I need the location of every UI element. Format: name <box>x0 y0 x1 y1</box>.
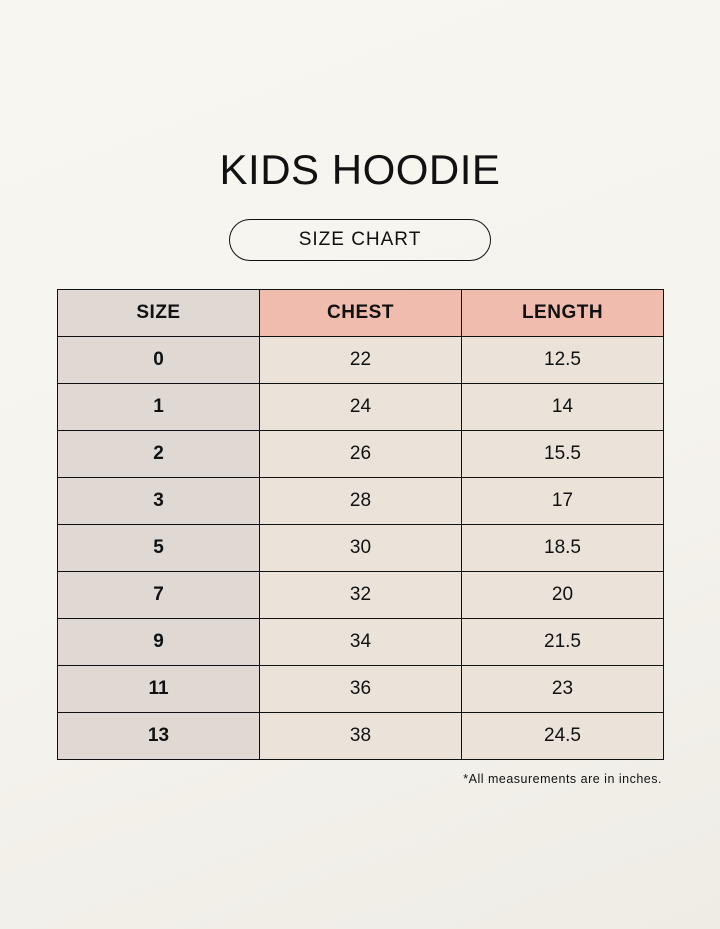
cell-length: 14 <box>461 383 664 431</box>
cell-length: 18.5 <box>461 524 664 572</box>
cell-length: 21.5 <box>461 618 664 666</box>
cell-size: 13 <box>57 712 260 760</box>
cell-chest: 22 <box>259 336 462 384</box>
cell-size: 0 <box>57 336 260 384</box>
cell-size: 9 <box>57 618 260 666</box>
cell-length: 15.5 <box>461 430 664 478</box>
table-row: 0 22 12.5 <box>57 336 664 384</box>
header-size: SIZE <box>57 289 260 337</box>
cell-chest: 32 <box>259 571 462 619</box>
cell-size: 1 <box>57 383 260 431</box>
cell-chest: 28 <box>259 477 462 525</box>
cell-chest: 38 <box>259 712 462 760</box>
cell-size: 5 <box>57 524 260 572</box>
table-row: 9 34 21.5 <box>57 618 664 666</box>
cell-size: 7 <box>57 571 260 619</box>
header-chest: CHEST <box>259 289 462 337</box>
table-row: 7 32 20 <box>57 571 664 619</box>
table-row: 2 26 15.5 <box>57 430 664 478</box>
table-header-row: SIZE CHEST LENGTH <box>57 289 664 337</box>
cell-length: 12.5 <box>461 336 664 384</box>
size-chart-table: SIZE CHEST LENGTH 0 22 12.5 1 24 14 2 26 15.5 3 28… <box>57 289 664 760</box>
size-chart-label: SIZE CHART <box>229 219 491 261</box>
cell-chest: 34 <box>259 618 462 666</box>
cell-chest: 26 <box>259 430 462 478</box>
cell-size: 2 <box>57 430 260 478</box>
table-row: 13 38 24.5 <box>57 712 664 760</box>
table-row: 11 36 23 <box>57 665 664 713</box>
cell-length: 17 <box>461 477 664 525</box>
cell-chest: 30 <box>259 524 462 572</box>
cell-length: 20 <box>461 571 664 619</box>
cell-chest: 24 <box>259 383 462 431</box>
table-row: 3 28 17 <box>57 477 664 525</box>
cell-size: 3 <box>57 477 260 525</box>
page-title: KIDS HOODIE <box>219 146 501 193</box>
header-length: LENGTH <box>461 289 664 337</box>
cell-size: 11 <box>57 665 260 713</box>
table-row: 1 24 14 <box>57 383 664 431</box>
cell-chest: 36 <box>259 665 462 713</box>
table-row: 5 30 18.5 <box>57 524 664 572</box>
measurement-note: *All measurements are in inches. <box>463 772 662 786</box>
cell-length: 23 <box>461 665 664 713</box>
cell-length: 24.5 <box>461 712 664 760</box>
